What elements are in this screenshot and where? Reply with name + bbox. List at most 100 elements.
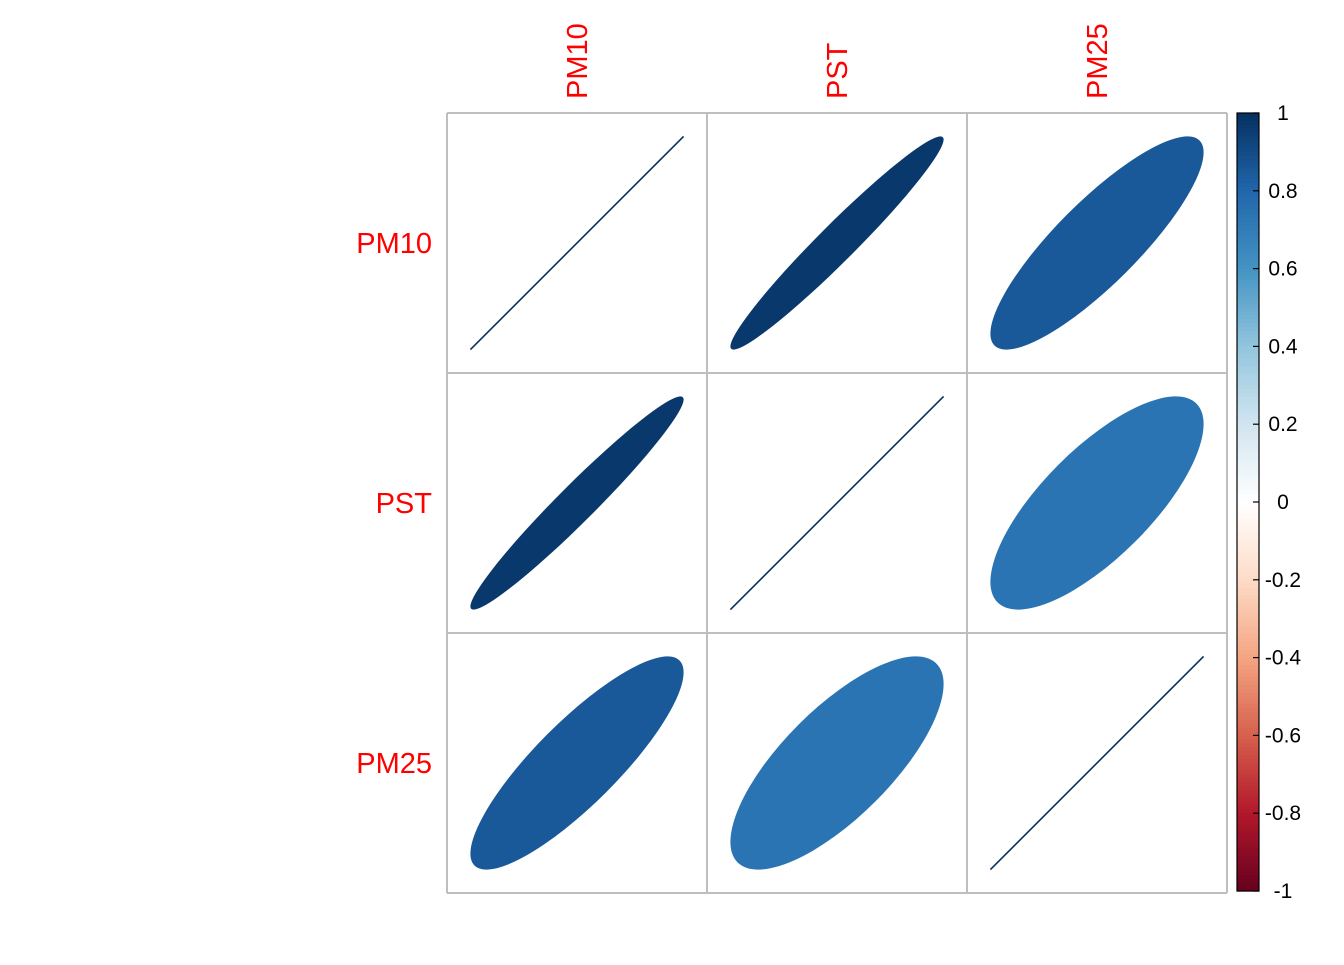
legend-gradient-step: [1237, 163, 1259, 169]
legend-gradient-step: [1237, 354, 1259, 359]
legend-gradient-step: [1237, 393, 1259, 398]
legend-gradient-step: [1237, 253, 1259, 258]
legend-gradient-step: [1237, 159, 1259, 165]
legend-gradient-step: [1237, 572, 1259, 577]
legend-gradient-step: [1237, 315, 1259, 320]
legend-gradient-step: [1237, 793, 1259, 799]
legend-gradient-step: [1237, 451, 1259, 456]
legend-gradient-step: [1237, 626, 1259, 631]
legend-tick-label: -0.4: [1265, 647, 1302, 670]
legend-gradient-step: [1237, 447, 1259, 453]
legend-gradient-step: [1237, 731, 1259, 736]
legend-gradient-step: [1237, 817, 1259, 822]
legend-gradient-step: [1237, 260, 1259, 266]
legend-gradient-step: [1237, 533, 1259, 538]
legend-gradient-step: [1237, 766, 1259, 772]
legend-gradient-step: [1237, 295, 1259, 301]
legend-gradient-step: [1237, 194, 1259, 200]
legend-gradient-step: [1237, 544, 1259, 550]
legend-gradient-step: [1237, 377, 1259, 383]
legend-gradient-step: [1237, 498, 1259, 503]
legend-gradient-step: [1237, 233, 1259, 239]
legend-gradient-step: [1237, 789, 1259, 795]
legend-gradient-step: [1237, 552, 1259, 558]
legend-gradient-step: [1237, 883, 1259, 888]
legend-gradient-step: [1237, 599, 1259, 604]
legend-tick-label: -0.8: [1265, 802, 1301, 825]
legend-gradient-step: [1237, 346, 1259, 351]
grid-layer: [446, 112, 1228, 894]
legend-gradient-step: [1237, 548, 1259, 554]
legend-gradient-step: [1237, 124, 1259, 130]
legend-gradient-step: [1237, 431, 1259, 437]
legend-gradient-step: [1237, 326, 1259, 332]
legend-gradient-step: [1237, 727, 1259, 733]
legend-gradient-step: [1237, 517, 1259, 523]
legend-gradient-step: [1237, 836, 1259, 842]
cell-pm25-pm10: [470, 656, 684, 870]
legend-gradient-step: [1237, 424, 1259, 429]
legend-gradient-step: [1237, 622, 1259, 628]
legend-gradient-step: [1237, 334, 1259, 340]
legend-gradient-step: [1237, 494, 1259, 499]
legend-tick-label: 1: [1277, 102, 1289, 125]
cell-pm25-pst: [730, 656, 944, 870]
legend-gradient-step: [1237, 809, 1259, 814]
legend-gradient-step: [1237, 813, 1259, 818]
legend-gradient-step: [1237, 400, 1259, 406]
cell-pst-pm10: [470, 396, 684, 610]
legend-gradient-step: [1237, 855, 1259, 861]
legend-gradient-step: [1237, 618, 1259, 624]
legend-gradient-step: [1237, 513, 1259, 519]
legend-gradient-step: [1237, 575, 1259, 581]
legend-gradient-step: [1237, 657, 1259, 663]
legend-gradient-step: [1237, 474, 1259, 480]
column-label-pst: PST: [822, 42, 854, 99]
legend-gradient-step: [1237, 113, 1259, 118]
legend-gradient-step: [1237, 583, 1259, 589]
legend-gradient-step: [1237, 750, 1259, 756]
legend-gradient-step: [1237, 595, 1259, 600]
legend-gradient-step: [1237, 291, 1259, 297]
legend-gradient-step: [1237, 735, 1259, 740]
legend-gradient-step: [1237, 455, 1259, 460]
legend-gradient-step: [1237, 875, 1259, 880]
correlation-ellipse: [469, 135, 685, 351]
legend-gradient-step: [1237, 778, 1259, 783]
legend-gradient-step: [1237, 183, 1259, 188]
legend-gradient-step: [1237, 272, 1259, 277]
legend-gradient-step: [1237, 128, 1259, 134]
legend-gradient-step: [1237, 797, 1259, 803]
legend-gradient-step: [1237, 743, 1259, 748]
legend-tick-label: 0.6: [1268, 258, 1297, 281]
legend-gradient-step: [1237, 665, 1259, 670]
legend-gradient-step: [1237, 323, 1259, 328]
row-label-pst: PST: [376, 488, 433, 520]
legend-gradient-step: [1237, 365, 1259, 371]
legend-gradient-step: [1237, 478, 1259, 484]
legend-gradient-step: [1237, 276, 1259, 281]
cell-pm10-pm25: [990, 136, 1204, 350]
legend-gradient-step: [1237, 404, 1259, 410]
legend-gradient-step: [1237, 747, 1259, 752]
legend-gradient-step: [1237, 148, 1259, 153]
legend-gradient-step: [1237, 603, 1259, 608]
legend-gradient-step: [1237, 832, 1259, 838]
legend-gradient-step: [1237, 241, 1259, 246]
legend-gradient-step: [1237, 256, 1259, 262]
legend-tick-label: 0: [1277, 491, 1289, 514]
legend-gradient-step: [1237, 859, 1259, 865]
legend-gradient-step: [1237, 774, 1259, 779]
legend-gradient-step: [1237, 607, 1259, 612]
cell-pst-pm25: [990, 396, 1204, 610]
legend-gradient-step: [1237, 680, 1259, 686]
legend-gradient-step: [1237, 879, 1259, 884]
legend-gradient-step: [1237, 688, 1259, 694]
legend-gradient-step: [1237, 179, 1259, 184]
legend-gradient-step: [1237, 719, 1259, 725]
legend-gradient-step: [1237, 684, 1259, 690]
correlation-ellipse: [990, 396, 1204, 610]
legend-gradient-step: [1237, 805, 1259, 810]
legend-gradient-step: [1237, 221, 1259, 227]
